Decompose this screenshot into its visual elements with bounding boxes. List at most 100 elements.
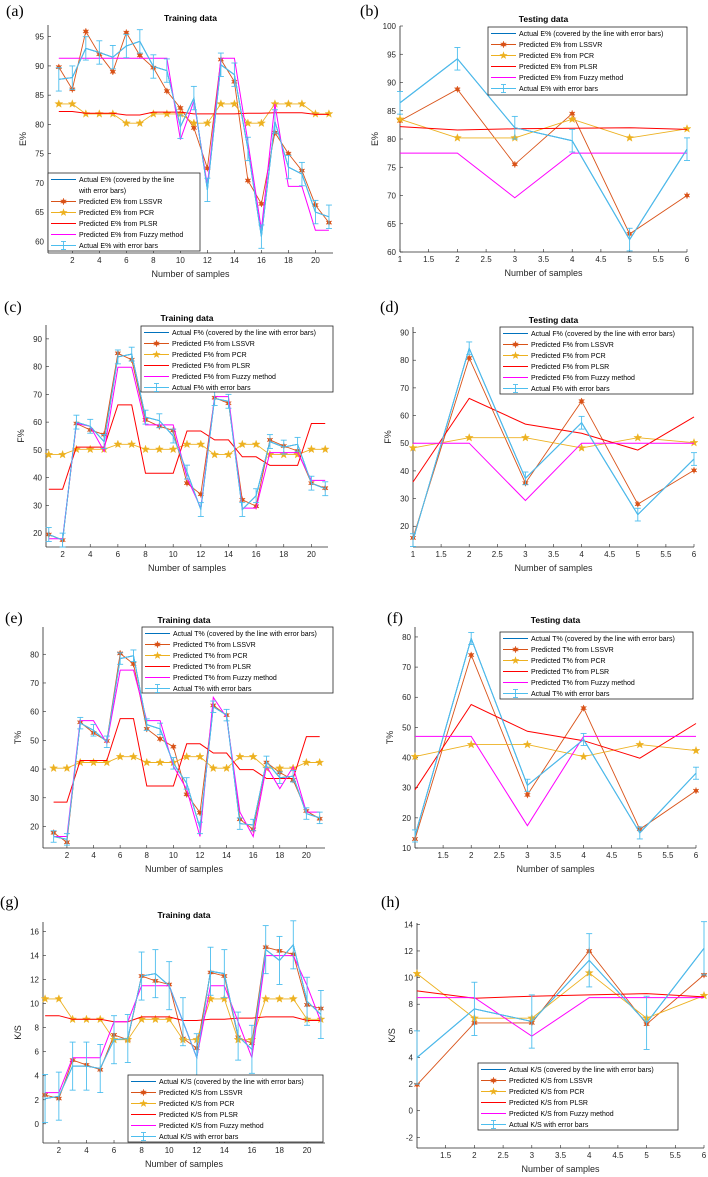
legend-item-lssvr: Predicted T% from LSSVR (503, 646, 614, 654)
legend-item-plsr: Predicted F% from PLSR (503, 364, 609, 371)
error-bar (412, 829, 418, 843)
pcr-point (256, 118, 266, 127)
x-axis-label: Number of samples (148, 563, 227, 573)
y-tick-label: -2 (406, 1133, 414, 1142)
x-tick-label: 12 (196, 851, 205, 860)
lssvr-marker-stroke (136, 53, 143, 58)
pcr-point (408, 443, 418, 452)
y-tick-label: 40 (400, 467, 409, 476)
y-tick-label: 0 (409, 1107, 414, 1116)
lssvr-marker-stroke (454, 87, 461, 92)
x-tick-label: 5.5 (660, 550, 672, 559)
y-tick-label: 70 (400, 384, 409, 393)
legend-label: Predicted E% from PCR (519, 53, 594, 60)
lssvr-line (399, 88, 688, 235)
pcr-point (155, 757, 165, 767)
pcr-point (633, 433, 643, 442)
legend-label: Predicted F% from PCR (172, 352, 247, 359)
error-bar (217, 52, 224, 77)
lssvr-marker-stroke (466, 356, 473, 360)
x-tick-label: 4 (570, 255, 575, 264)
x-tick-label: 5 (644, 1151, 649, 1160)
lssvr-marker-stroke (578, 399, 585, 404)
y-tick-label: 20 (30, 822, 39, 831)
legend-item-plsr: Predicted E% from PLSR (51, 221, 158, 228)
error-bar (96, 40, 103, 65)
pcr-point (202, 118, 212, 127)
legend-item-pcr: Predicted K/S from PCR (481, 1087, 584, 1096)
legend-item-pcr: Predicted T% from PCR (503, 656, 606, 665)
x-tick-label: 4 (579, 550, 584, 559)
pcr-point (135, 118, 145, 127)
chart-title: Testing data (519, 14, 569, 24)
lssvr-marker-stroke (153, 341, 160, 346)
x-tick-label: 5.5 (670, 1151, 682, 1160)
y-tick-label: 60 (400, 412, 409, 421)
lssvr-line (412, 356, 695, 539)
y-tick-label: 2 (409, 1080, 414, 1089)
error-bar (83, 1041, 90, 1091)
error-bar (276, 935, 283, 985)
error-bar (124, 1014, 131, 1063)
error-bar (253, 488, 260, 504)
error-bar (250, 818, 257, 832)
x-tick-label: 6 (118, 851, 123, 860)
legend: Actual K/S (covered by the line with err… (477, 1062, 679, 1131)
legend-item-lssvr: Predicted E% from LSSVR (491, 41, 602, 49)
legend-box (477, 1062, 679, 1131)
error-bar (111, 1015, 118, 1065)
legend-label: Actual T% (covered by the line with erro… (531, 636, 675, 643)
y-tick-label: 30 (400, 495, 409, 504)
pcr-legend-marker (153, 651, 162, 659)
legend-label: Predicted E% from PCR (79, 210, 154, 217)
x-tick-label: 6 (692, 550, 697, 559)
x-tick-label: 1.5 (423, 255, 435, 264)
pcr-point (49, 763, 59, 772)
legend-label: Predicted E% from PLSR (519, 64, 598, 71)
chart-title: Testing data (529, 315, 579, 325)
actual-errorbar-line (412, 346, 695, 541)
error-bar (304, 976, 311, 1026)
error-bar (397, 91, 403, 115)
x-axis-label: Number of samples (145, 1159, 224, 1169)
y-tick-label: 65 (387, 220, 396, 229)
legend-label: Predicted T% from LSSVR (531, 647, 614, 654)
pcr-point (567, 114, 577, 123)
lssvr-point (170, 743, 177, 750)
error-bar (578, 415, 585, 430)
legend-label: Actual F% (covered by the line with erro… (531, 331, 675, 338)
error-bar (152, 949, 159, 999)
x-tick-label: 12 (203, 256, 212, 265)
x-tick-label: 18 (275, 1146, 284, 1155)
error-bar (468, 631, 475, 645)
y-tick-label: 14 (404, 920, 413, 929)
error-bar (298, 161, 305, 187)
legend-label: Predicted F% from Fuzzy method (172, 374, 276, 381)
error-bar (524, 778, 531, 792)
error-bar (262, 925, 269, 975)
error-bar (643, 995, 650, 1050)
legend-label: Predicted F% from LSSVR (531, 342, 614, 349)
y-tick-label: 14 (30, 952, 39, 961)
legend: Actual K/S (covered by the line with err… (127, 1074, 324, 1143)
y-axis-label: T% (13, 731, 23, 745)
pcr-point (579, 751, 589, 761)
x-tick-label: 6 (112, 1146, 117, 1155)
y-tick-label: 6 (35, 1048, 40, 1057)
y-tick-label: 30 (402, 784, 411, 793)
y-tick-label: 70 (33, 390, 42, 399)
x-tick-label: 14 (230, 256, 239, 265)
x-tick-label: 16 (249, 851, 258, 860)
y-tick-label: 80 (33, 363, 42, 372)
lssvr-legend-marker (500, 41, 507, 48)
legend-label: Predicted T% from PLSR (173, 664, 251, 671)
pcr-point (168, 444, 178, 454)
y-tick-label: 80 (387, 135, 396, 144)
pcr-point (520, 433, 530, 442)
error-bar (691, 452, 697, 466)
error-bar (196, 821, 203, 835)
legend-item-fuzzy: Predicted F% from Fuzzy method (144, 374, 276, 381)
error-bar (50, 830, 57, 843)
error-bar (325, 204, 332, 229)
y-tick-label: 12 (404, 947, 413, 956)
